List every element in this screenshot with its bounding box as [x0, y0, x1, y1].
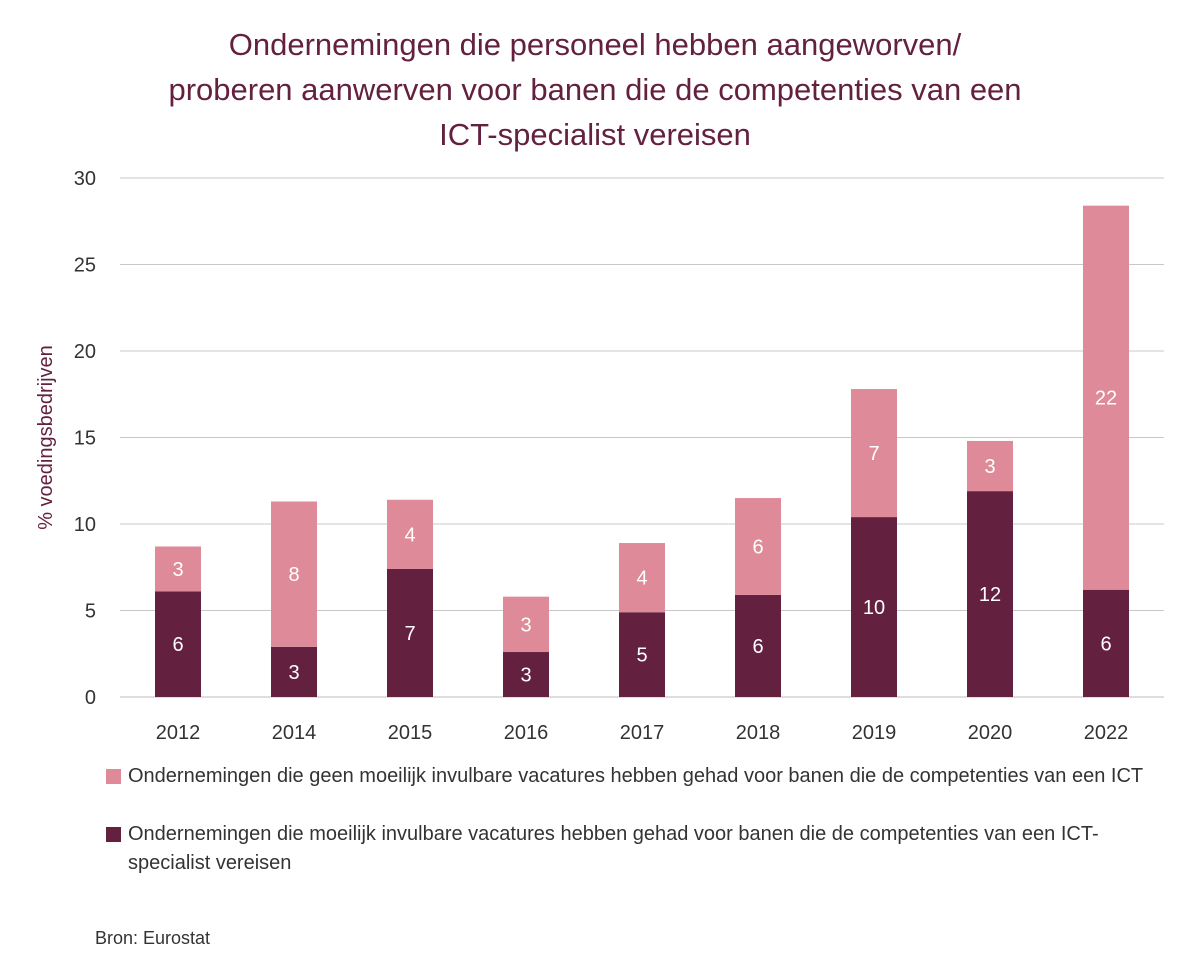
chart-title-line: ICT-specialist vereisen	[439, 117, 751, 152]
data-label: 22	[1095, 388, 1117, 410]
chart-title: Ondernemingen die personeel hebben aange…	[0, 22, 1190, 157]
legend-label-light: Ondernemingen die geen moeilijk invulbar…	[128, 765, 1144, 787]
y-tick-label: 15	[74, 428, 96, 450]
bar-segment-dark	[387, 568, 433, 697]
data-label: 4	[404, 524, 415, 546]
x-tick-label: 2016	[504, 722, 549, 744]
x-tick-label: 2020	[968, 722, 1013, 744]
bar-segment-light	[619, 543, 665, 613]
data-label: 5	[636, 645, 647, 667]
x-tick-label: 2019	[852, 722, 897, 744]
bar-segment-dark	[735, 594, 781, 697]
bar-segment-dark	[1083, 589, 1129, 697]
bar-segment-light	[967, 440, 1013, 492]
bar-segment-dark	[503, 652, 549, 697]
bar-segment-light	[1083, 205, 1129, 590]
y-tick-label: 20	[74, 341, 96, 363]
data-label: 7	[868, 443, 879, 465]
data-label: 3	[172, 559, 183, 581]
x-tick-label: 2017	[620, 722, 665, 744]
y-axis-title: % voedingsbedrijven	[35, 345, 57, 530]
data-label: 6	[752, 536, 763, 558]
bar-segment-dark	[155, 591, 201, 697]
data-label: 4	[636, 568, 647, 590]
chart-title-line: proberen aanwerven voor banen die de com…	[168, 72, 1022, 107]
legend-label-dark: Ondernemingen die moeilijk invulbare vac…	[128, 823, 1099, 874]
y-tick-label: 0	[85, 687, 96, 709]
bar-segment-dark	[271, 646, 317, 697]
data-label: 8	[288, 564, 299, 586]
data-label: 6	[1100, 633, 1111, 655]
x-tick-label: 2018	[736, 722, 781, 744]
y-tick-label: 30	[74, 168, 96, 190]
y-tick-label: 5	[85, 601, 96, 623]
bar-segment-light	[387, 499, 433, 569]
data-label: 3	[984, 456, 995, 478]
legend-swatch-light	[106, 769, 121, 784]
data-label: 6	[752, 636, 763, 658]
data-label: 3	[520, 665, 531, 687]
bar-segment-light	[155, 546, 201, 592]
bar-segment-light	[503, 596, 549, 653]
data-label: 7	[404, 623, 415, 645]
data-label: 6	[172, 634, 183, 656]
x-tick-label: 2012	[156, 722, 201, 744]
x-tick-label: 2022	[1084, 722, 1129, 744]
y-tick-label: 10	[74, 514, 96, 536]
data-label: 3	[520, 614, 531, 636]
bar-segment-dark	[619, 612, 665, 697]
legend-item-dark: Ondernemingen die moeilijk invulbare vac…	[106, 820, 1176, 878]
source-note: Bron: Eurostat	[95, 928, 211, 948]
bar-segment-dark	[967, 491, 1013, 697]
data-label: 10	[863, 597, 885, 619]
chart-title-line: Ondernemingen die personeel hebben aange…	[228, 27, 962, 62]
legend-item-light: Ondernemingen die geen moeilijk invulbar…	[106, 762, 1176, 791]
x-tick-label: 2015	[388, 722, 433, 744]
bar-segment-light	[851, 389, 897, 518]
bar-segment-light	[735, 498, 781, 595]
bar-segment-dark	[851, 517, 897, 697]
data-label: 12	[979, 584, 1001, 606]
data-label: 3	[288, 662, 299, 684]
y-tick-label: 25	[74, 255, 96, 277]
bar-segment-light	[271, 501, 317, 647]
legend-swatch-dark	[106, 827, 121, 842]
x-tick-label: 2014	[272, 722, 317, 744]
